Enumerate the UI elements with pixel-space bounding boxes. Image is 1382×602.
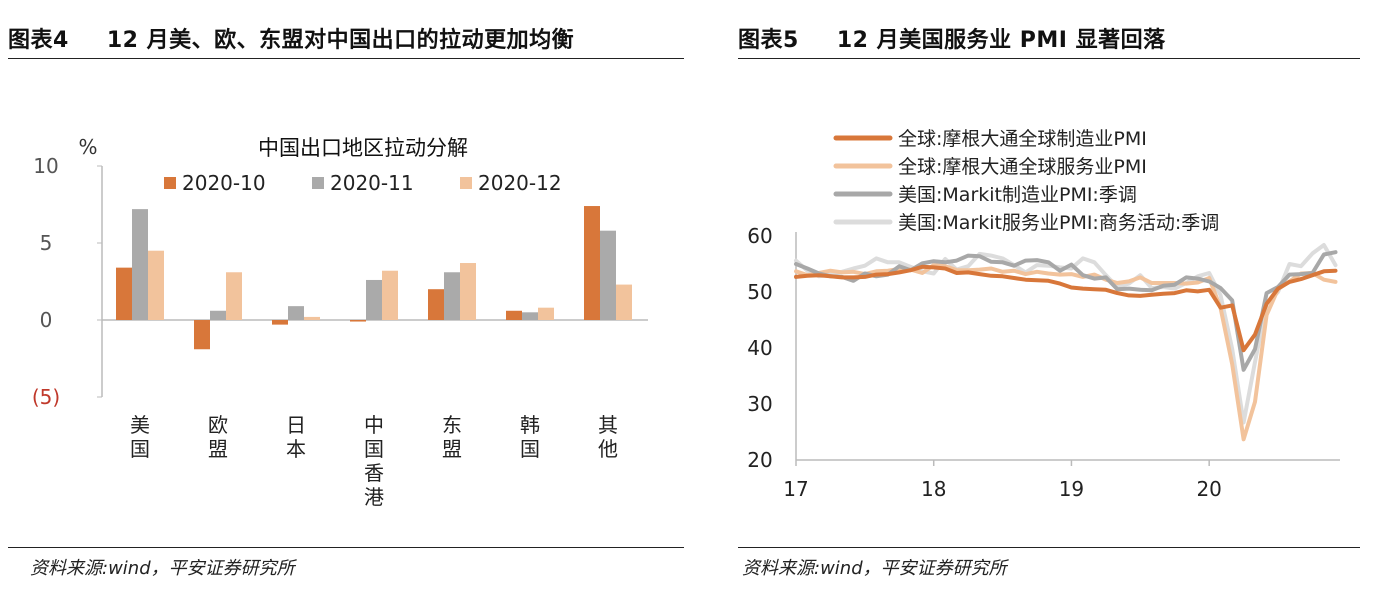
bar (460, 263, 476, 320)
line-x-tick-label: 18 (921, 477, 946, 501)
bar (148, 250, 164, 320)
bar-category-label: 其他 (598, 413, 618, 461)
bar (616, 284, 632, 320)
right-panel-title: 图表5 12 月美国服务业 PMI 显著回落 (738, 22, 1166, 54)
bar-legend-swatch (460, 177, 472, 189)
line-legend-label: 美国:Markit服务业PMI:商务活动:季调 (898, 212, 1219, 234)
bar-chart: 中国出口地区拉动分解% 2020-10 2020-11 2020-12 10 5 0 (5) 美… (32, 135, 648, 509)
bar (132, 209, 148, 320)
right-figure-number: 图表5 (738, 28, 799, 53)
bar (600, 230, 616, 320)
right-title: 12 月美国服务业 PMI 显著回落 (836, 28, 1166, 53)
line-series (794, 264, 1338, 353)
bar (584, 206, 600, 320)
bar-category-label: 日本 (286, 413, 306, 461)
bar (522, 312, 538, 320)
bar-legend-label: 2020-10 (182, 171, 266, 195)
line-legend-label: 全球:摩根大通全球制造业PMI (898, 128, 1147, 150)
left-source-note: 资料来源:wind，平安证券研究所 (30, 558, 295, 579)
bar (350, 320, 366, 322)
left-figure-number: 图表4 (8, 28, 69, 53)
bar-y-tick-label: 0 (40, 308, 53, 332)
left-panel: 图表4 12 月美、欧、东盟对中国出口的拉动更加均衡 中国出口地区拉动分解% 202… (8, 0, 684, 602)
line-y-tick-label: 40 (747, 336, 772, 360)
right-title-rule (738, 58, 1360, 59)
bar (194, 320, 210, 350)
right-source-note: 资料来源:wind，平安证券研究所 (742, 558, 1007, 579)
bar-legend-label: 2020-12 (478, 171, 562, 195)
right-footer-rule (738, 547, 1360, 548)
line-series (794, 263, 1338, 442)
bar (288, 306, 304, 320)
bar-category-label: 中国香港 (364, 413, 384, 509)
bar (506, 310, 522, 320)
bar-y-tick-label: 5 (40, 231, 53, 255)
line-chart: 全球:摩根大通全球制造业PMI 全球:摩根大通全球服务业PMI 美国:Markit制… (747, 128, 1340, 501)
left-title-rule (8, 58, 684, 59)
line-x-tick-label: 17 (783, 477, 808, 501)
bar-category-label: 欧盟 (208, 413, 228, 461)
bar-chart-title: 中国出口地区拉动分解 (258, 136, 468, 160)
line-y-tick-label: 50 (747, 280, 772, 304)
line-y-tick-label: 60 (747, 224, 772, 248)
left-title: 12 月美、欧、东盟对中国出口的拉动更加均衡 (106, 28, 575, 53)
bar-y-axis-unit: % (78, 135, 97, 159)
bar-legend-label: 2020-11 (330, 171, 414, 195)
bar (366, 279, 382, 320)
bar (382, 270, 398, 320)
line-x-tick-label: 20 (1196, 477, 1221, 501)
bar-legend-swatch (312, 177, 324, 189)
bar-category-label: 美国 (130, 413, 150, 461)
bar (272, 320, 288, 325)
line-legend-label: 全球:摩根大通全球服务业PMI (898, 156, 1147, 178)
bar (538, 307, 554, 320)
left-panel-title: 图表4 12 月美、欧、东盟对中国出口的拉动更加均衡 (8, 22, 574, 54)
bar (210, 310, 226, 320)
line-x-tick-label: 19 (1059, 477, 1084, 501)
bar-category-label: 韩国 (520, 413, 540, 461)
bar (304, 316, 320, 320)
bar-category-label: 东盟 (442, 413, 462, 461)
bar (116, 267, 132, 320)
bar-y-tick-label: (5) (32, 385, 60, 409)
bar-legend-swatch (164, 177, 176, 189)
bar-y-tick-label: 10 (33, 154, 58, 178)
line-y-tick-label: 20 (747, 448, 772, 472)
right-panel: 图表5 12 月美国服务业 PMI 显著回落 全球:摩根大通全球制造业PMI 全球:… (738, 0, 1360, 602)
line-y-tick-label: 30 (747, 392, 772, 416)
left-footer-rule (8, 547, 684, 548)
bar (444, 272, 460, 320)
bar (226, 272, 242, 320)
line-legend-label: 美国:Markit制造业PMI:季调 (898, 184, 1137, 206)
bar (428, 289, 444, 320)
